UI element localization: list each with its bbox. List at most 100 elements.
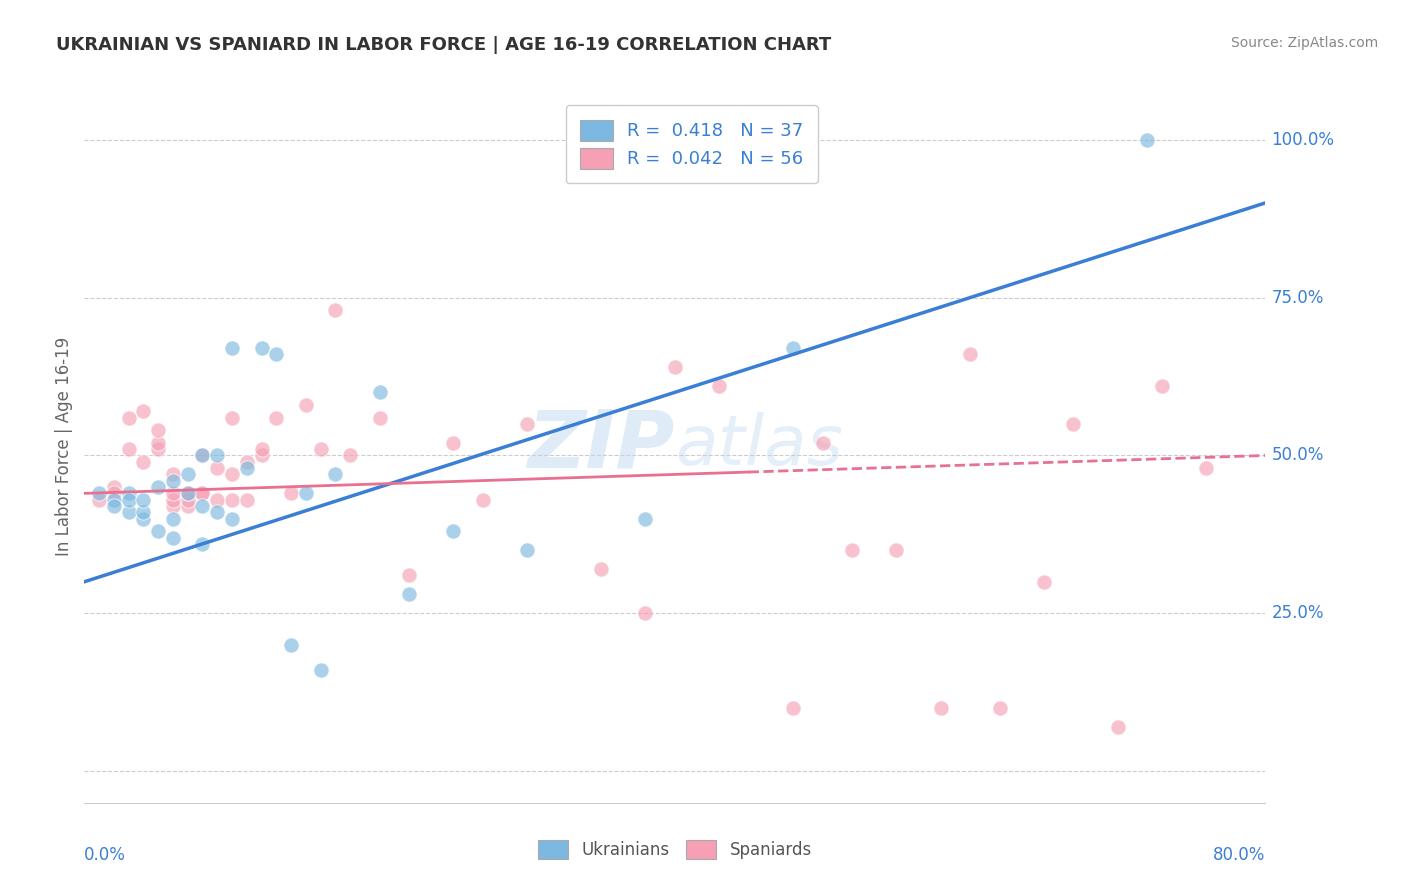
Point (118, 486, 141, 500)
Point (118, 505, 141, 519)
Point (103, 486, 125, 500)
Point (250, 341, 273, 355)
Point (841, 543, 863, 558)
Point (235, 492, 259, 507)
Point (323, 467, 347, 482)
Point (221, 467, 243, 482)
Point (177, 499, 200, 513)
Point (664, 360, 686, 375)
Text: 50.0%: 50.0% (1271, 447, 1323, 465)
Point (205, 492, 228, 507)
Point (148, 423, 170, 437)
Point (162, 531, 184, 545)
Y-axis label: In Labor Force | Age 16-19: In Labor Force | Age 16-19 (55, 336, 73, 556)
Point (709, 379, 731, 393)
Point (1136, 133, 1159, 147)
Point (339, 449, 361, 463)
Point (1063, 417, 1085, 431)
Point (118, 442, 141, 457)
Point (87, 492, 111, 507)
Point (177, 486, 200, 500)
Point (811, 435, 834, 450)
Text: 0.0%: 0.0% (84, 846, 127, 863)
Point (264, 347, 288, 361)
Point (634, 511, 657, 525)
Legend: Ukrainians, Spaniards: Ukrainians, Spaniards (531, 833, 818, 866)
Point (368, 410, 391, 425)
Point (782, 701, 804, 715)
Point (205, 461, 228, 475)
Point (295, 398, 318, 412)
Point (205, 449, 228, 463)
Point (221, 492, 243, 507)
Point (103, 492, 125, 507)
Point (162, 492, 184, 507)
Point (441, 435, 464, 450)
Point (148, 524, 170, 539)
Point (441, 524, 464, 539)
Point (162, 467, 184, 482)
Point (221, 511, 243, 525)
Point (162, 511, 184, 525)
Point (221, 410, 243, 425)
Point (162, 486, 184, 500)
Point (1195, 461, 1218, 475)
Point (221, 341, 243, 355)
Point (235, 461, 259, 475)
Point (148, 480, 170, 494)
Point (191, 537, 214, 551)
Point (988, 701, 1011, 715)
Point (886, 543, 908, 558)
Point (103, 499, 125, 513)
Point (177, 467, 200, 482)
Point (634, 607, 657, 621)
Point (368, 385, 391, 400)
Point (87, 486, 111, 500)
Point (132, 505, 155, 519)
Point (959, 347, 981, 361)
Point (191, 486, 214, 500)
Text: atlas: atlas (675, 412, 842, 480)
Point (516, 543, 538, 558)
Text: 80.0%: 80.0% (1213, 846, 1265, 863)
Point (191, 486, 214, 500)
Point (148, 435, 170, 450)
Point (191, 449, 214, 463)
Point (162, 499, 184, 513)
Point (472, 492, 495, 507)
Point (309, 442, 332, 457)
Text: UKRAINIAN VS SPANIARD IN LABOR FORCE | AGE 16-19 CORRELATION CHART: UKRAINIAN VS SPANIARD IN LABOR FORCE | A… (56, 36, 831, 54)
Point (205, 505, 228, 519)
Point (929, 701, 952, 715)
Text: 75.0%: 75.0% (1271, 289, 1323, 307)
Point (118, 410, 141, 425)
Point (280, 486, 302, 500)
Text: 25.0%: 25.0% (1271, 605, 1324, 623)
Point (323, 303, 347, 318)
Point (398, 587, 420, 601)
Point (309, 663, 332, 677)
Point (132, 511, 155, 525)
Point (132, 492, 155, 507)
Point (118, 492, 141, 507)
Text: ZIP: ZIP (527, 407, 675, 485)
Point (295, 486, 318, 500)
Point (516, 417, 538, 431)
Point (132, 404, 155, 418)
Point (398, 568, 420, 582)
Point (191, 499, 214, 513)
Point (235, 455, 259, 469)
Point (1107, 720, 1129, 734)
Point (1150, 379, 1173, 393)
Point (250, 449, 273, 463)
Point (264, 410, 288, 425)
Text: Source: ZipAtlas.com: Source: ZipAtlas.com (1230, 36, 1378, 50)
Point (1032, 574, 1054, 589)
Point (177, 486, 200, 500)
Text: 100.0%: 100.0% (1271, 131, 1334, 149)
Point (250, 442, 273, 457)
Point (132, 455, 155, 469)
Point (148, 442, 170, 457)
Point (177, 492, 200, 507)
Point (782, 341, 804, 355)
